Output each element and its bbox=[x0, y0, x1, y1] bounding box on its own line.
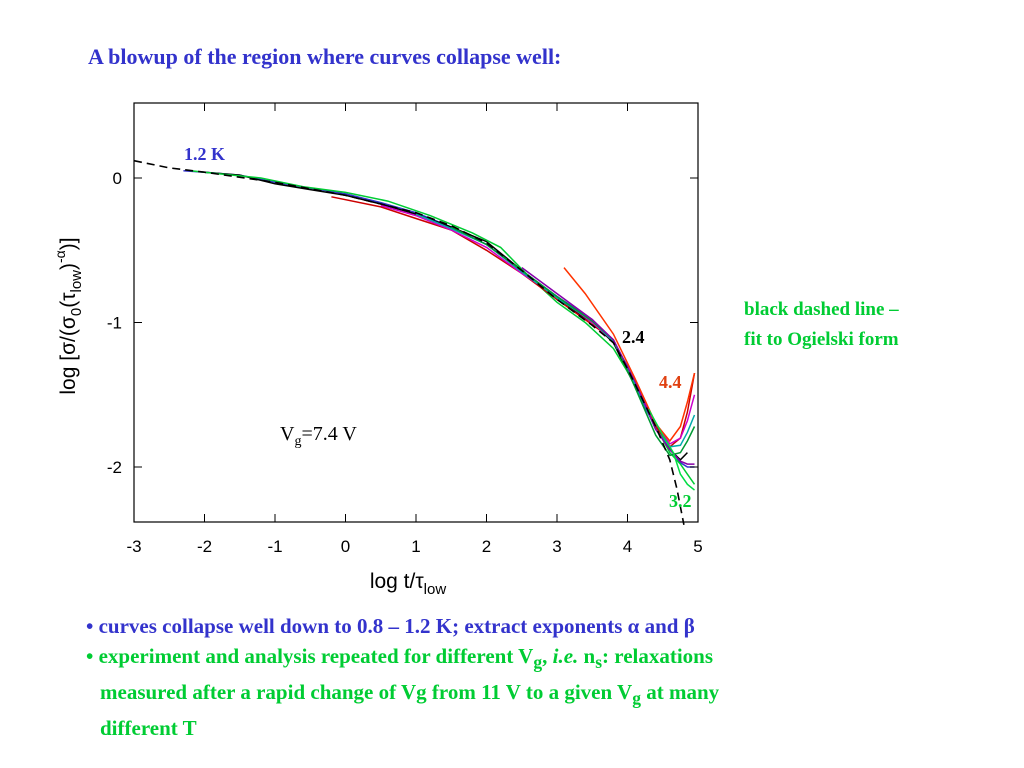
x-tick-label: -1 bbox=[267, 537, 282, 556]
plot-frame bbox=[133, 102, 699, 523]
y-tick-label: -1 bbox=[107, 314, 122, 333]
x-tick-label: 0 bbox=[341, 537, 350, 556]
series-line-5 bbox=[415, 213, 696, 448]
fit-note-line1: black dashed line – bbox=[744, 299, 899, 320]
fit-line bbox=[133, 159, 685, 525]
series-line-1 bbox=[204, 171, 688, 461]
tick-layer bbox=[133, 103, 699, 522]
bullet-collapse: • curves collapse well down to 0.8 – 1.2… bbox=[86, 614, 695, 638]
series-line-7 bbox=[521, 266, 695, 465]
x-tick-label: 5 bbox=[693, 537, 702, 556]
y-tick-label: 0 bbox=[113, 169, 122, 188]
series-line-3 bbox=[331, 196, 696, 448]
x-tick-label: 1 bbox=[411, 537, 420, 556]
fit-note: black dashed line – fit to Ogielski form bbox=[744, 295, 899, 355]
y-axis-label: log [σ/(σ0(τlow)-α)] bbox=[52, 237, 85, 394]
x-tick-label: 2 bbox=[482, 537, 491, 556]
x-tick-label: 4 bbox=[623, 537, 632, 556]
fit-note-line2: fit to Ogielski form bbox=[744, 329, 899, 350]
label-1-2k: 1.2 K bbox=[184, 144, 225, 164]
series-layer bbox=[183, 170, 696, 491]
series-line-2 bbox=[190, 170, 696, 485]
series-line-6 bbox=[450, 226, 696, 457]
series-line-8 bbox=[563, 267, 696, 443]
bullet-experiment: • experiment and analysis repeated for d… bbox=[86, 644, 714, 673]
label-vg: Vg=7.4 V bbox=[280, 423, 357, 449]
y-tick-label: -2 bbox=[107, 458, 122, 477]
series-line-9 bbox=[647, 408, 695, 491]
bullet-experiment-line3: different T bbox=[100, 716, 197, 741]
page-title: A blowup of the region where curves coll… bbox=[88, 44, 562, 69]
label-3-2: 3.2 bbox=[669, 491, 692, 511]
x-axis-label: log t/τlow bbox=[370, 570, 447, 598]
fit-layer bbox=[133, 159, 685, 525]
label-4-4: 4.4 bbox=[659, 372, 682, 392]
x-tick-label: -2 bbox=[197, 537, 212, 556]
bullet-experiment-line2: measured after a rapid change of Vg from… bbox=[100, 680, 720, 709]
bullet-list: • curves collapse well down to 0.8 – 1.2… bbox=[86, 611, 719, 743]
series-line-0 bbox=[183, 170, 695, 468]
label-2-4: 2.4 bbox=[622, 327, 645, 347]
x-tick-label: 3 bbox=[552, 537, 561, 556]
x-tick-label: -3 bbox=[126, 537, 141, 556]
